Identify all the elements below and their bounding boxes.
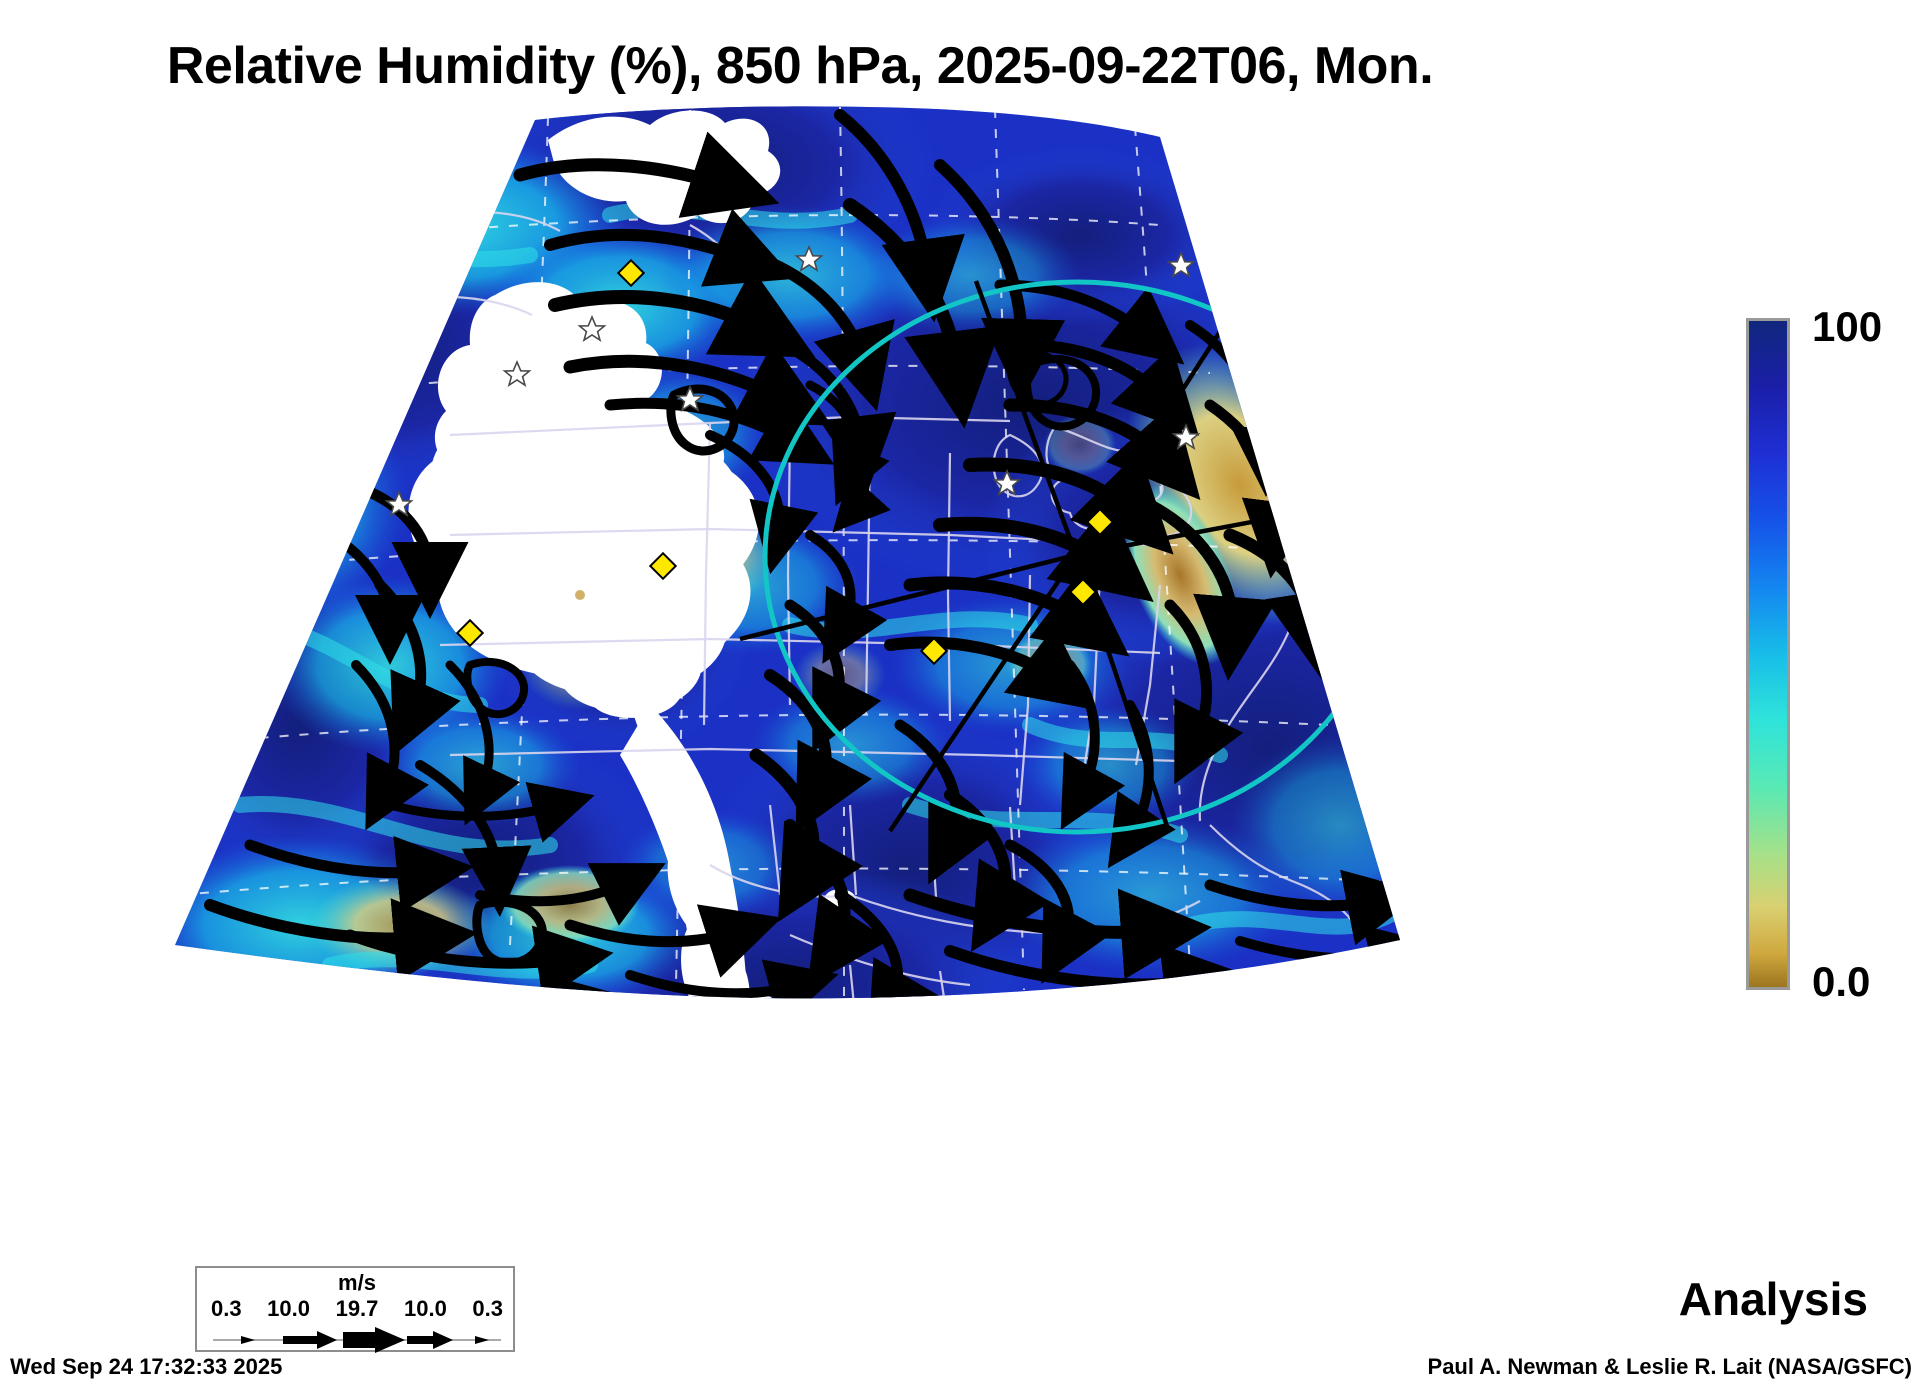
- map-panel[interactable]: [150, 105, 1450, 1255]
- mask-detail-dot: [575, 590, 585, 600]
- terrain-mask: [408, 110, 856, 999]
- marker-star[interactable]: [384, 244, 1201, 518]
- wind-legend-arrow-scale: [213, 1327, 501, 1353]
- render-timestamp: Wed Sep 24 17:32:33 2025: [10, 1354, 283, 1379]
- marker-diamond[interactable]: [455, 258, 1115, 666]
- wind-tick-2: 10.0: [267, 1296, 310, 1321]
- wind-legend-unit-label: m/s: [338, 1270, 376, 1295]
- wind-streamlines: [204, 109, 1400, 999]
- wind-tick-5: 0.3: [472, 1296, 503, 1321]
- wind-tick-4: 10.0: [403, 1296, 447, 1321]
- wind-speed-legend: m/s 0.3 10.0 19.7 10.0 0.3: [195, 1266, 517, 1353]
- wind-tick-1: 0.3: [211, 1296, 242, 1321]
- colorbar-min-label: 0.0: [1812, 958, 1871, 1005]
- analysis-label: Analysis: [1678, 1273, 1868, 1325]
- page-title: Relative Humidity (%), 850 hPa, 2025-09-…: [166, 37, 1434, 95]
- colorbar-max-label: 100: [1812, 303, 1883, 350]
- wind-legend-ticks: 0.3 10.0 19.7 10.0 0.3: [197, 1296, 517, 1322]
- colorbar: [1746, 318, 1790, 990]
- station-markers[interactable]: [384, 244, 1201, 666]
- wind-tick-3: 19.7: [335, 1296, 379, 1321]
- map-field-layer: [175, 106, 1400, 999]
- relative-humidity-map[interactable]: [150, 105, 1450, 1255]
- author-credit: Paul A. Newman & Leslie R. Lait (NASA/GS…: [1427, 1354, 1912, 1379]
